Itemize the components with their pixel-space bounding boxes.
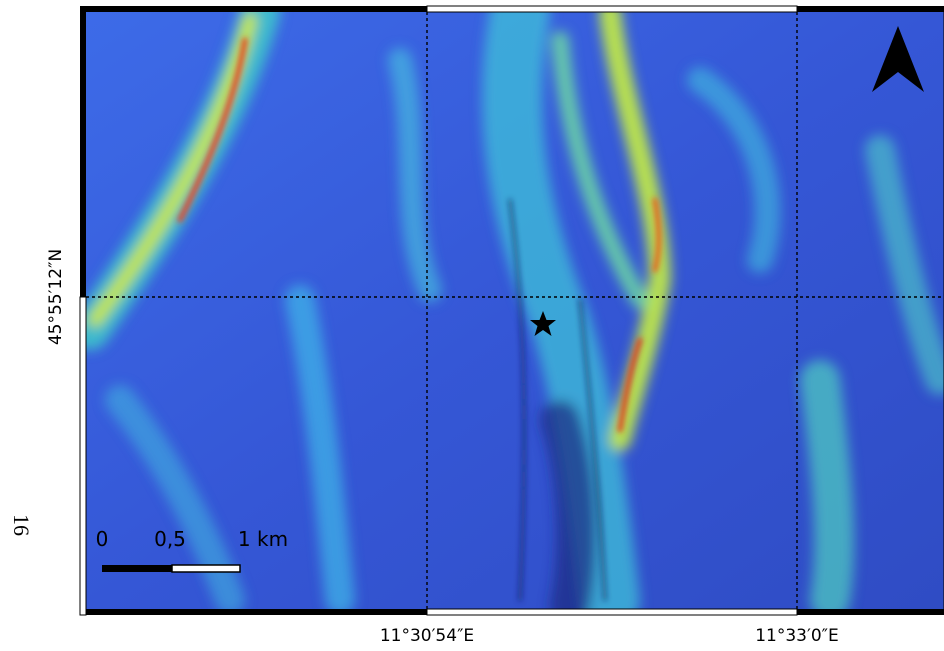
scale-segment bbox=[172, 565, 240, 572]
scale-segment bbox=[102, 565, 172, 572]
longitude-label: 11°30′54″E bbox=[380, 626, 474, 646]
terrain-raster bbox=[86, 12, 944, 609]
map-figure: 0 0,5 1 km 11°30′54″E 11°33′0″E 45°55′12… bbox=[0, 0, 944, 647]
scale-label: 0 bbox=[96, 527, 109, 551]
page-number: 16 bbox=[9, 514, 34, 536]
scale-label: 1 km bbox=[238, 527, 288, 551]
latitude-label: 45°55′12″N bbox=[46, 249, 66, 345]
scale-label: 0,5 bbox=[154, 527, 186, 551]
longitude-label: 11°33′0″E bbox=[755, 626, 839, 646]
